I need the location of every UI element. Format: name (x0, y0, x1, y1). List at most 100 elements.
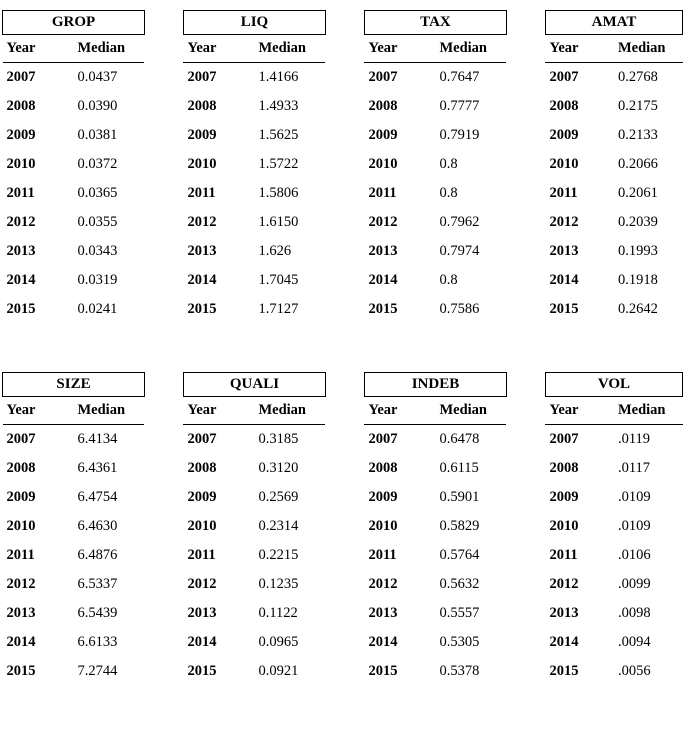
cell-median: 0.7919 (435, 121, 506, 150)
cell-year: 2009 (183, 121, 254, 150)
cell-median: 0.7586 (435, 295, 506, 324)
table-row: 20076.4134 (3, 425, 145, 455)
table-row: 20116.4876 (3, 541, 145, 570)
column-header-year: Year (3, 397, 74, 425)
cell-year: 2007 (545, 63, 614, 93)
table-row: 20140.1918 (545, 266, 682, 295)
table-row: 20120.0355 (3, 208, 145, 237)
cell-year: 2007 (364, 63, 435, 93)
table-row: 20140.5305 (364, 628, 506, 657)
cell-median: 0.3120 (254, 454, 325, 483)
cell-year: 2015 (364, 295, 435, 324)
table-row-group-1: SIZEYearMedian20076.413420086.436120096.… (2, 372, 683, 686)
data-table-quali: QUALIYearMedian20070.318520080.312020090… (183, 372, 326, 686)
cell-year: 2007 (183, 63, 254, 93)
cell-year: 2008 (545, 92, 614, 121)
cell-year: 2012 (183, 570, 254, 599)
cell-year: 2015 (545, 295, 614, 324)
cell-year: 2012 (545, 208, 614, 237)
table-row: 20150.7586 (364, 295, 506, 324)
cell-median: 1.626 (254, 237, 325, 266)
cell-median: 1.7127 (254, 295, 325, 324)
table-row-group-0: GROPYearMedian20070.043720080.039020090.… (2, 10, 683, 324)
cell-year: 2012 (183, 208, 254, 237)
cell-year: 2011 (545, 179, 614, 208)
data-table-liq: LIQYearMedian20071.416620081.493320091.5… (183, 10, 326, 324)
cell-median: 0.1122 (254, 599, 325, 628)
cell-median: 0.1235 (254, 570, 325, 599)
cell-year: 2011 (183, 541, 254, 570)
cell-year: 2013 (183, 237, 254, 266)
table-row: 20121.6150 (183, 208, 325, 237)
column-header-median: Median (254, 35, 325, 63)
cell-median: 0.5378 (435, 657, 506, 686)
cell-year: 2008 (3, 454, 74, 483)
cell-median: 0.5305 (435, 628, 506, 657)
cell-year: 2012 (3, 208, 74, 237)
table-row: 20106.4630 (3, 512, 145, 541)
cell-median: 1.5625 (254, 121, 325, 150)
cell-year: 2008 (364, 454, 435, 483)
cell-year: 2009 (545, 483, 614, 512)
cell-median: 6.4630 (73, 512, 144, 541)
cell-year: 2010 (3, 512, 74, 541)
cell-median: 6.4134 (73, 425, 144, 455)
table-row: 20120.5632 (364, 570, 506, 599)
table-row: 20090.7919 (364, 121, 506, 150)
cell-year: 2009 (3, 483, 74, 512)
cell-median: 0.7647 (435, 63, 506, 93)
cell-year: 2008 (3, 92, 74, 121)
table-row: 20070.2768 (545, 63, 682, 93)
cell-year: 2014 (183, 266, 254, 295)
column-header-year: Year (545, 397, 614, 425)
cell-median: 6.4361 (73, 454, 144, 483)
cell-median: .0056 (614, 657, 683, 686)
table-row: 20090.5901 (364, 483, 506, 512)
table-row: 20120.2039 (545, 208, 682, 237)
cell-year: 2012 (364, 208, 435, 237)
cell-median: 0.2569 (254, 483, 325, 512)
cell-median: 0.0355 (73, 208, 144, 237)
cell-year: 2009 (3, 121, 74, 150)
table-row: 20090.0381 (3, 121, 145, 150)
table-row: 20081.4933 (183, 92, 325, 121)
table-row: 20110.0365 (3, 179, 145, 208)
cell-year: 2008 (183, 454, 254, 483)
cell-median: 0.0381 (73, 121, 144, 150)
table-row: 20126.5337 (3, 570, 145, 599)
cell-median: .0106 (614, 541, 683, 570)
table-row: 20111.5806 (183, 179, 325, 208)
cell-median: 1.5806 (254, 179, 325, 208)
cell-median: 0.5829 (435, 512, 506, 541)
column-header-median: Median (435, 397, 506, 425)
cell-year: 2015 (3, 657, 74, 686)
table-title: TAX (364, 11, 506, 35)
cell-median: 6.5439 (73, 599, 144, 628)
table-row: 20100.2314 (183, 512, 325, 541)
table-row: 20131.626 (183, 237, 325, 266)
table-title: GROP (3, 11, 145, 35)
table-row: 20141.7045 (183, 266, 325, 295)
cell-year: 2011 (364, 179, 435, 208)
data-table-amat: AMATYearMedian20070.276820080.217520090.… (545, 10, 683, 324)
cell-median: 0.0319 (73, 266, 144, 295)
table-row: 20090.2133 (545, 121, 682, 150)
cell-year: 2014 (545, 628, 614, 657)
table-row: 20100.8 (364, 150, 506, 179)
cell-year: 2013 (3, 237, 74, 266)
cell-median: 1.4933 (254, 92, 325, 121)
cell-median: 0.6115 (435, 454, 506, 483)
cell-year: 2010 (545, 150, 614, 179)
cell-year: 2015 (183, 657, 254, 686)
cell-year: 2010 (3, 150, 74, 179)
cell-year: 2010 (183, 512, 254, 541)
cell-median: 0.8 (435, 179, 506, 208)
table-row: 20070.3185 (183, 425, 325, 455)
cell-year: 2015 (3, 295, 74, 324)
table-row: 20096.4754 (3, 483, 145, 512)
cell-year: 2010 (545, 512, 614, 541)
table-row: 20080.7777 (364, 92, 506, 121)
cell-year: 2011 (3, 179, 74, 208)
table-title: SIZE (3, 373, 145, 397)
cell-median: 0.0965 (254, 628, 325, 657)
